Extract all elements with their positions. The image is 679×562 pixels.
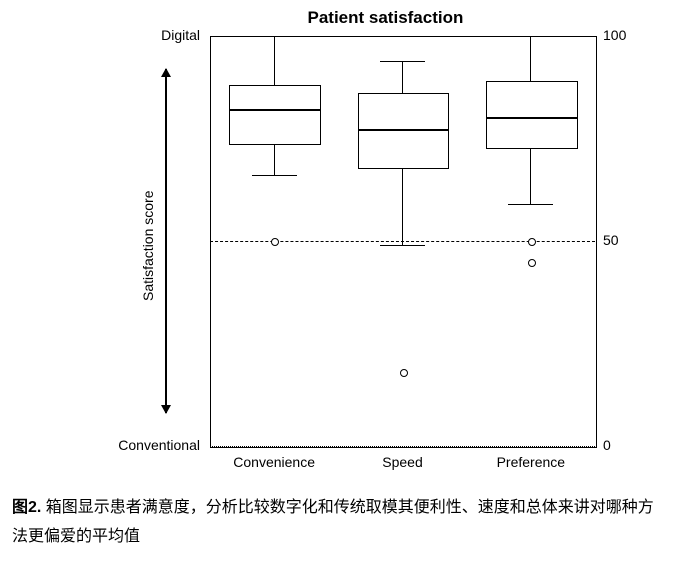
axis-arrow-up-icon (161, 68, 171, 77)
box (486, 81, 578, 149)
whisker-lower (274, 143, 275, 176)
outlier (528, 238, 536, 246)
whisker-cap-lower (380, 245, 425, 246)
gridline (210, 446, 595, 447)
y-side-label: Digital (100, 27, 200, 43)
axis-arrow-down-icon (161, 405, 171, 414)
figure-caption-text: 箱图显示患者满意度，分析比较数字化和传统取模其便利性、速度和总体来讲对哪种方法更… (12, 499, 654, 545)
y-tick-label: 0 (603, 437, 611, 453)
y-tick-label: 50 (603, 232, 619, 248)
x-category-label: Speed (348, 454, 458, 470)
axis-arrow-line (165, 69, 167, 413)
whisker-upper (274, 36, 275, 85)
whisker-cap-lower (508, 204, 553, 205)
y-tick-label: 100 (603, 27, 626, 43)
whisker-lower (530, 147, 531, 204)
x-category-label: Preference (476, 454, 586, 470)
whisker-upper (402, 61, 403, 94)
whisker-lower (402, 167, 403, 245)
outlier (400, 369, 408, 377)
whisker-upper (530, 36, 531, 81)
figure-caption: 图2. 箱图显示患者满意度，分析比较数字化和传统取模其便利性、速度和总体来讲对哪… (12, 494, 667, 552)
whisker-cap-lower (252, 175, 297, 176)
whisker-cap-upper (252, 36, 297, 37)
median-line (358, 129, 449, 131)
x-category-label: Convenience (219, 454, 329, 470)
chart-title: Patient satisfaction (308, 8, 464, 28)
figure-caption-label: 图2. (12, 499, 41, 516)
outlier (528, 259, 536, 267)
box (229, 85, 321, 144)
y-side-label: Conventional (100, 437, 200, 453)
whisker-cap-upper (380, 61, 425, 62)
whisker-cap-upper (508, 36, 553, 37)
median-line (486, 117, 577, 119)
y-axis-title: Satisfaction score (140, 191, 156, 302)
median-line (229, 109, 320, 111)
figure-container: Patient satisfaction 100 50 0 Digital Convent… (0, 0, 679, 562)
